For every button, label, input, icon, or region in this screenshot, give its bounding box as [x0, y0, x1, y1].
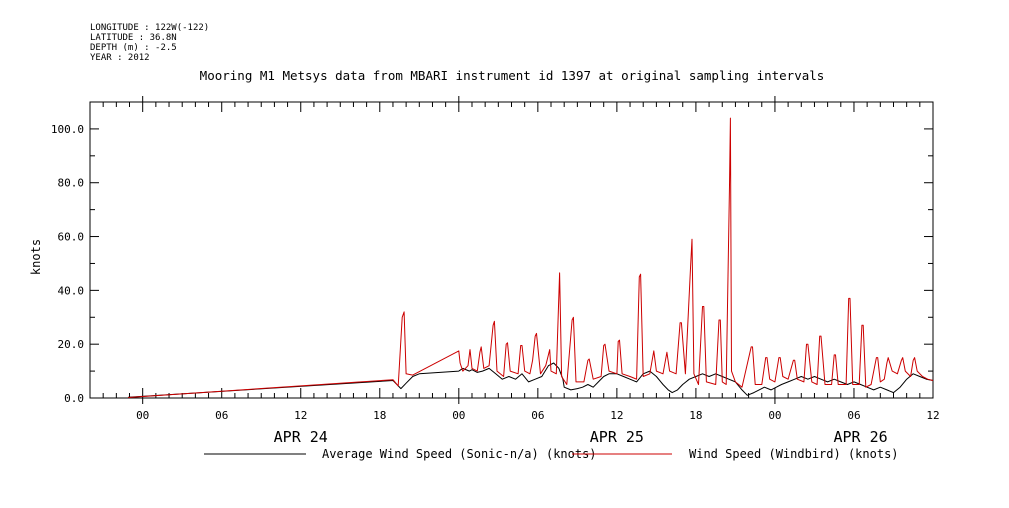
- series-line-windbird-wind-speed: [128, 117, 934, 398]
- x-tick-label: 12: [294, 409, 307, 422]
- x-tick-label: 12: [610, 409, 623, 422]
- metadata-year: YEAR : 2012: [90, 53, 150, 63]
- x-tick-label: 18: [373, 409, 386, 422]
- x-date-label: APR 26: [833, 428, 887, 446]
- x-tick-label: 06: [531, 409, 544, 422]
- legend: Average Wind Speed (Sonic-n/a) (knots) W…: [204, 447, 899, 461]
- x-tick-label: 00: [452, 409, 465, 422]
- metadata-latitude: LATITUDE : 36.8N: [90, 33, 177, 43]
- x-tick-label: 06: [847, 409, 860, 422]
- series-line-average-wind-speed: [128, 362, 934, 398]
- y-tick-label: 40.0: [58, 284, 85, 297]
- legend-label-average-wind-speed: Average Wind Speed (Sonic-n/a) (knots): [322, 447, 597, 461]
- y-tick-label: 60.0: [58, 231, 85, 244]
- legend-label-windbird-wind-speed: Wind Speed (Windbird) (knots): [689, 447, 899, 461]
- y-axis-label: knots: [29, 239, 43, 275]
- x-tick-label: 00: [136, 409, 149, 422]
- metadata-longitude: LONGITUDE : 122W(-122): [90, 23, 209, 33]
- plot-frame: [89, 101, 934, 399]
- x-tick-label: 12: [926, 409, 939, 422]
- y-tick-label: 100.0: [51, 123, 84, 136]
- chart-title: Mooring M1 Metsys data from MBARI instru…: [200, 68, 825, 83]
- plot-area: 0.0 20.0 40.0 60.0 80.0 100.0 00 06 12 18 00 06 12 18…: [51, 96, 940, 446]
- y-tick-label: 0.0: [64, 392, 84, 405]
- x-date-label: APR 25: [590, 428, 644, 446]
- metadata-depth: DEPTH (m) : -2.5: [90, 43, 177, 53]
- x-tick-label: 06: [215, 409, 228, 422]
- metadata-header: LONGITUDE : 122W(-122) LATITUDE : 36.8N …: [90, 23, 209, 63]
- y-tick-label: 80.0: [58, 177, 85, 190]
- x-tick-label: 00: [768, 409, 781, 422]
- y-tick-label: 20.0: [58, 338, 85, 351]
- x-date-label: APR 24: [274, 428, 328, 446]
- x-tick-label: 18: [689, 409, 702, 422]
